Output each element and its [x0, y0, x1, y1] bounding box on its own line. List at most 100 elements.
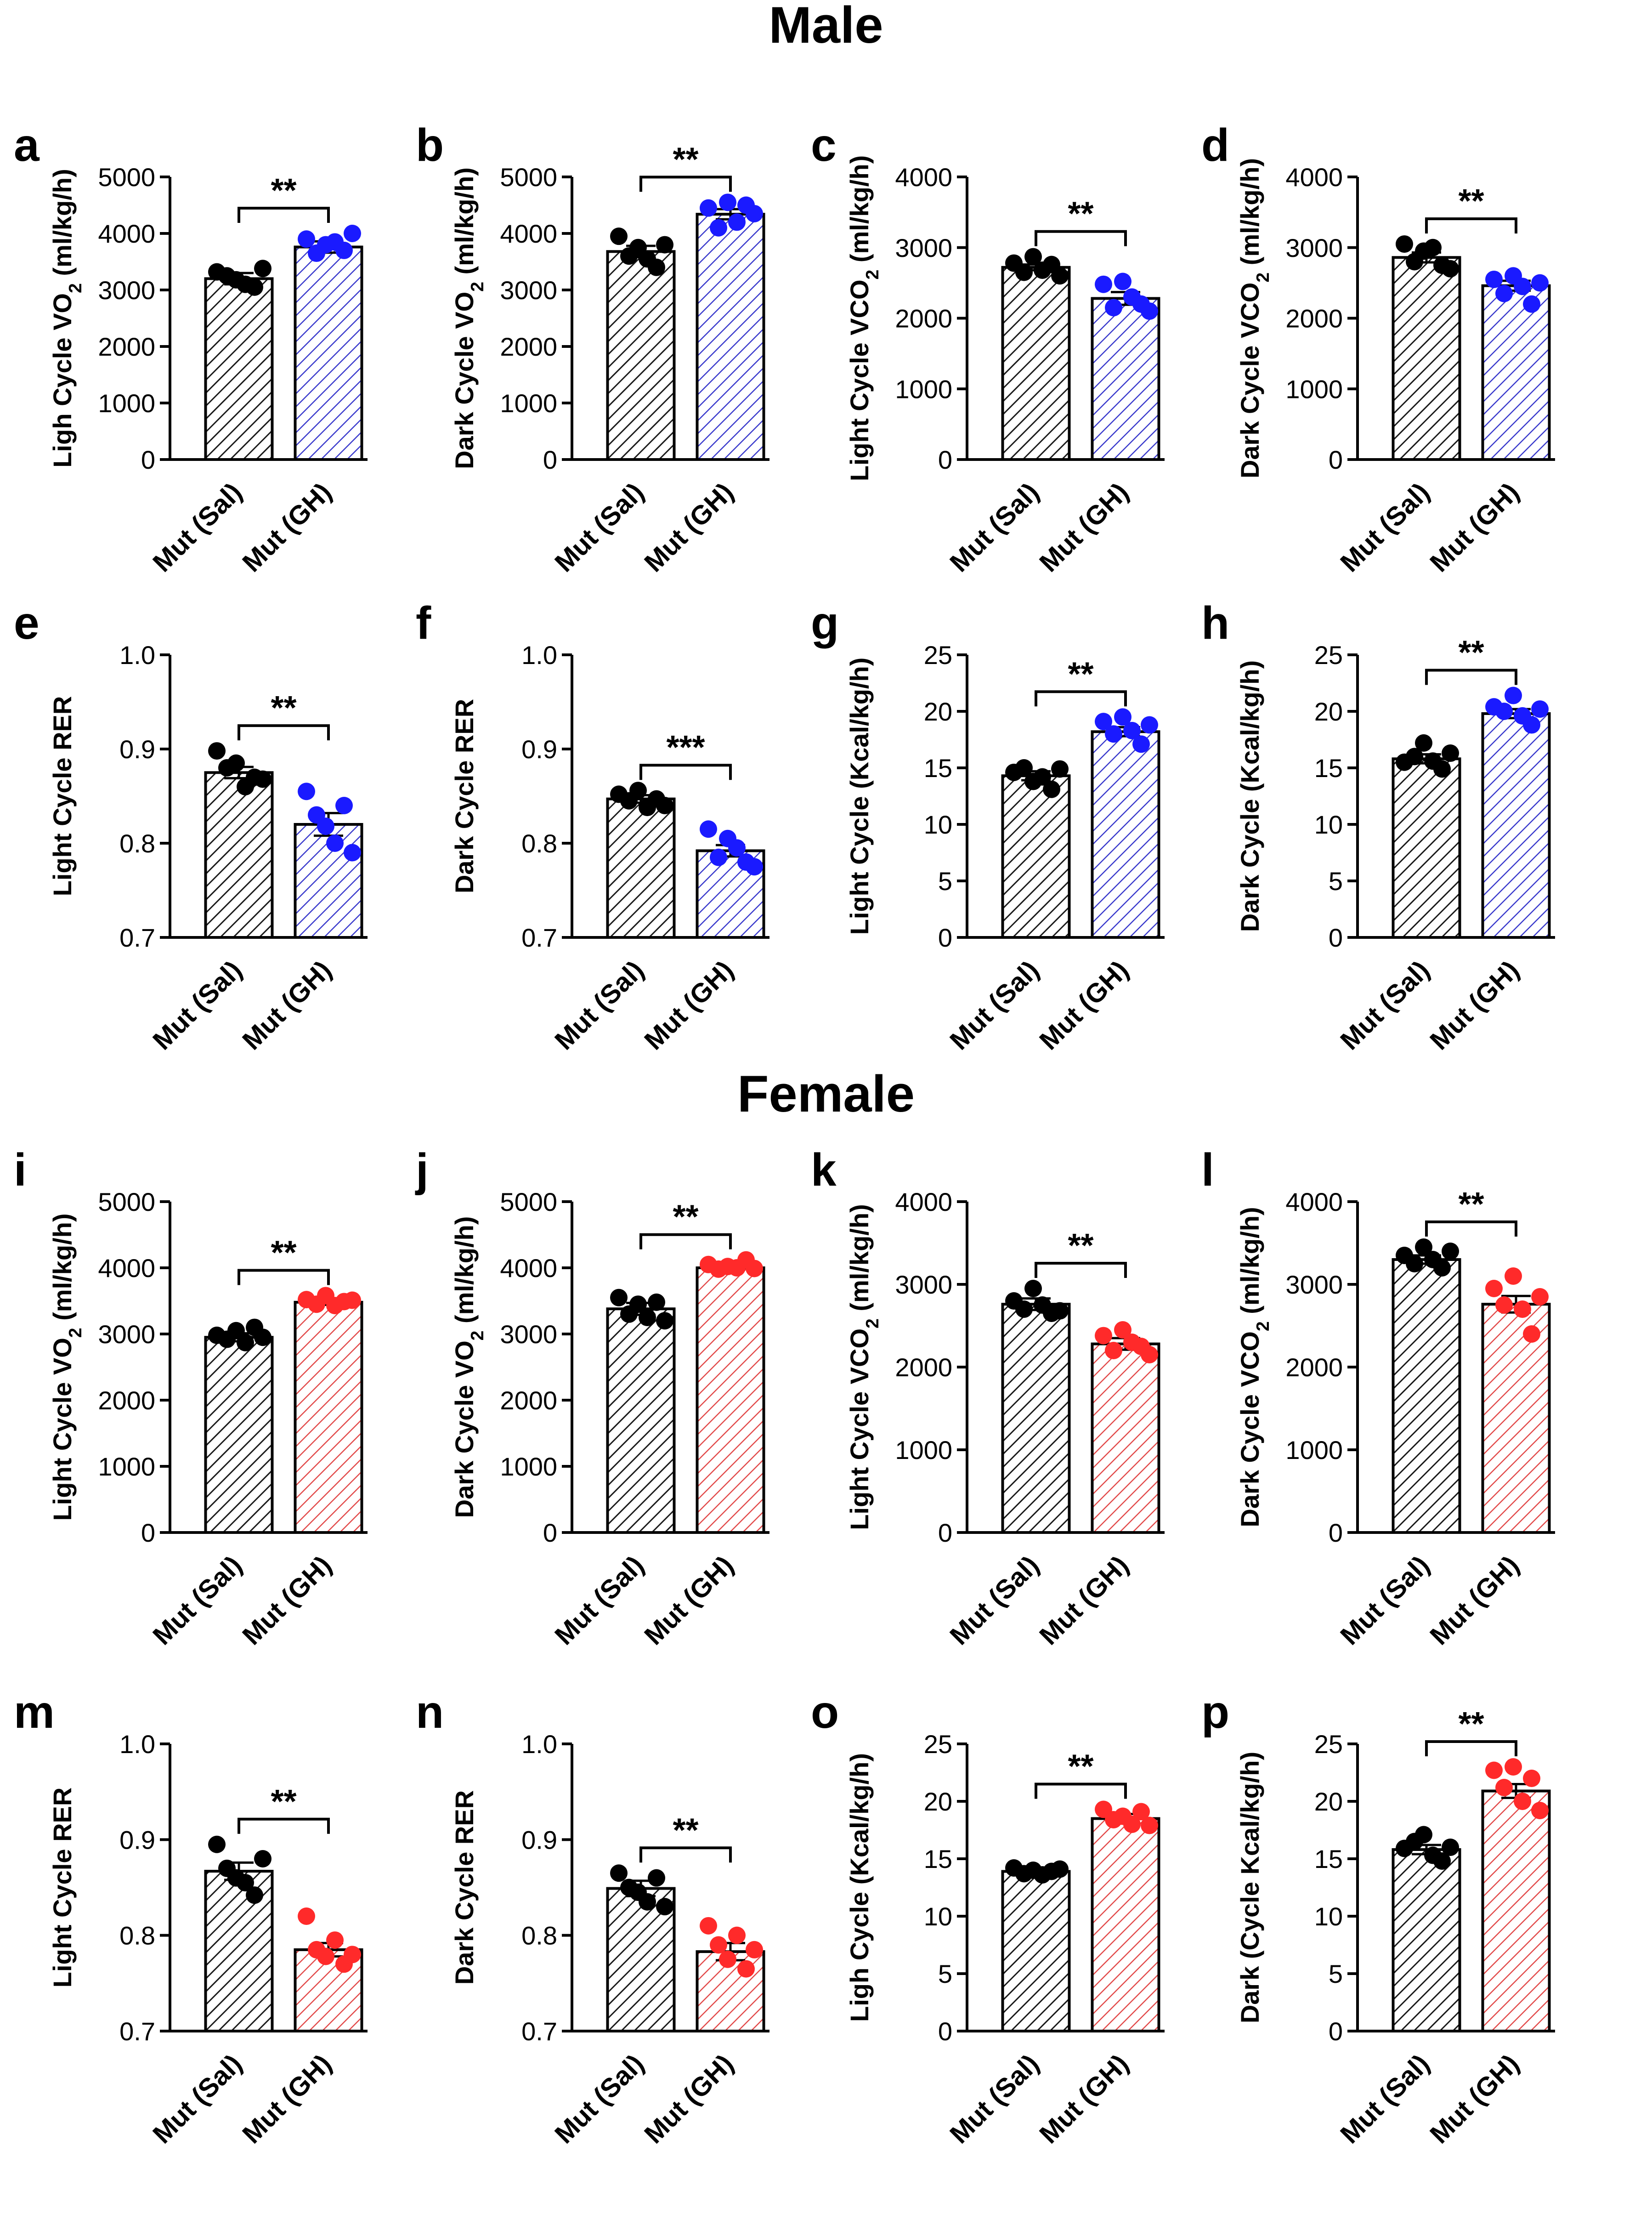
y-tick-label: 0 [1329, 923, 1343, 952]
y-tick-label: 5000 [500, 1187, 557, 1216]
y-tick-label: 2000 [500, 1386, 557, 1415]
data-point [1105, 1342, 1122, 1359]
y-tick-label: 1000 [1285, 375, 1343, 403]
x-tick-label: Mut (Sal) [1335, 2049, 1435, 2149]
x-tick-label: Mut (Sal) [1335, 1550, 1435, 1651]
data-point [1531, 274, 1549, 292]
significance-label: ** [1068, 196, 1093, 233]
y-tick-label: 0.9 [119, 1825, 155, 1854]
chart-panel-i: i 0 1000 2000 3000 4000 5000 Light Cycle VO2 (m… [14, 1144, 368, 1651]
chart-panel-c: c 0 1000 2000 3000 4000 Light Cycle VCO2 (ml/k… [811, 119, 1165, 578]
x-tick-label: Mut (GH) [1034, 1550, 1134, 1651]
x-tick-label: Mut (Sal) [147, 477, 248, 578]
data-point [737, 1960, 755, 1978]
x-tick-label: Mut (Sal) [549, 955, 650, 1056]
y-tick-label: 2000 [98, 1386, 155, 1415]
y-axis-title: Dark Cycle RER [450, 1790, 479, 1985]
bar-mut-sal [1392, 757, 1461, 939]
y-tick-label: 4000 [500, 1254, 557, 1283]
y-tick-label: 0 [1329, 1518, 1343, 1547]
bar-mut-gh [696, 213, 765, 461]
y-tick-label: 2000 [895, 1353, 952, 1382]
panel-letter: b [416, 119, 444, 171]
significance-bracket [639, 764, 732, 780]
y-tick-label: 4000 [98, 219, 155, 248]
bar-mut-sal [606, 250, 676, 461]
data-point [639, 1893, 656, 1911]
x-tick-label: Mut (GH) [1424, 1550, 1525, 1651]
significance-label: ** [1068, 1227, 1093, 1264]
y-tick-label: 0 [543, 445, 557, 474]
y-tick-label: 1.0 [119, 641, 155, 670]
panel-letter: f [416, 597, 431, 649]
bar-mut-sal [606, 797, 676, 939]
significance-bracket [639, 176, 732, 192]
chart-panel-d: d 0 1000 2000 3000 4000 Dark Cycle VCO2 (ml/kg… [1201, 119, 1555, 578]
bar-mut-gh [294, 1300, 363, 1534]
significance-label: *** [666, 729, 705, 766]
data-point [1043, 780, 1060, 798]
y-tick-label: 3000 [1285, 233, 1343, 262]
data-point [1531, 1288, 1549, 1305]
data-point [344, 844, 361, 862]
y-tick-label: 15 [924, 1845, 952, 1873]
significance-bracket [1425, 217, 1517, 234]
y-axis-title: Ligh Cycle VO2 (ml/kg/h) [48, 169, 85, 467]
bar-mut-gh [1481, 1303, 1551, 1534]
y-tick-label: 3000 [895, 1270, 952, 1299]
x-tick-label: Mut (Sal) [1335, 477, 1435, 578]
data-point [1132, 1803, 1150, 1821]
chart-panel-l: l 0 1000 2000 3000 4000 Dark Cycle VCO2 (ml/kg… [1201, 1144, 1555, 1651]
data-point [1095, 1327, 1112, 1345]
chart-panel-j: j 0 1000 2000 3000 4000 5000 Dark Cycle VO2 (ml… [415, 1144, 769, 1651]
x-tick-label: Mut (GH) [1034, 955, 1134, 1056]
x-tick-label: Mut (Sal) [147, 2049, 248, 2149]
y-tick-label: 4000 [1285, 163, 1343, 192]
y-tick-label: 10 [1314, 810, 1343, 839]
data-point [610, 227, 628, 245]
y-tick-label: 4000 [895, 163, 952, 192]
y-tick-label: 2000 [1285, 304, 1343, 333]
data-point [1433, 760, 1451, 778]
x-tick-label: Mut (GH) [1424, 2049, 1525, 2149]
y-tick-label: 0.7 [119, 2017, 155, 2046]
data-point [728, 1926, 746, 1944]
panel-letter: a [14, 119, 40, 171]
y-tick-label: 15 [1314, 754, 1343, 783]
y-tick-label: 25 [1314, 641, 1343, 670]
x-tick-label: Mut (GH) [639, 1550, 739, 1651]
x-tick-label: Mut (Sal) [944, 2049, 1045, 2149]
data-point [610, 1864, 628, 1882]
y-tick-label: 0 [1329, 2017, 1343, 2046]
x-tick-label: Mut (Sal) [944, 477, 1045, 578]
data-point [254, 1850, 272, 1867]
data-point [1531, 700, 1549, 718]
data-point [746, 858, 763, 876]
significance-label: ** [1068, 656, 1093, 692]
x-tick-label: Mut (GH) [1034, 2049, 1134, 2149]
bar-mut-sal [1392, 256, 1461, 461]
data-point [719, 193, 736, 211]
y-axis-title: Dark Cycle VCO2 (ml/kg/h) [1235, 158, 1273, 478]
bar-mut-gh [1481, 1789, 1551, 2032]
significance-label: ** [673, 1199, 698, 1236]
x-tick-label: Mut (Sal) [944, 1550, 1045, 1651]
data-point [1514, 1300, 1531, 1318]
y-tick-label: 0 [141, 445, 155, 474]
data-point [298, 783, 315, 800]
y-tick-label: 0.9 [521, 1825, 557, 1854]
y-tick-label: 0.7 [119, 923, 155, 952]
significance-label: ** [271, 690, 296, 727]
chart-panel-f: f 0.7 0.8 0.9 1.0 Dark Cycle RER Mut (Sal)Mut … [416, 597, 769, 1056]
data-point [1123, 721, 1141, 739]
data-point [298, 230, 315, 248]
y-tick-label: 1000 [1285, 1436, 1343, 1464]
significance-label: ** [1458, 1186, 1484, 1223]
y-tick-label: 0 [141, 1518, 155, 1547]
significance-label: ** [1458, 183, 1484, 220]
panel-letter: c [811, 119, 837, 171]
bar-mut-sal [204, 1336, 274, 1534]
data-point [656, 1898, 673, 1916]
data-point [1406, 1255, 1423, 1272]
data-point [1132, 735, 1150, 753]
